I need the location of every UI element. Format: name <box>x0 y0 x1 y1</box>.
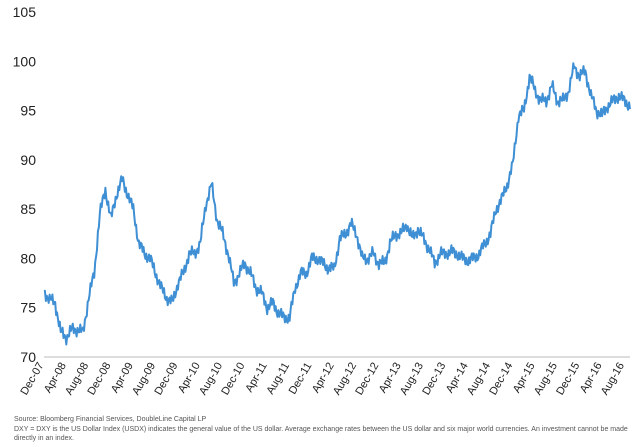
disclaimer-line-1: DXY = DXY is the US Dollar Index (USDX) … <box>14 426 628 433</box>
y-tick-label: 95 <box>20 103 36 119</box>
x-axis: Dec-07Apr-08Aug-08Dec-08Apr-09Aug-09Dec-… <box>18 356 630 398</box>
disclaimer-line-2: directly in an index. <box>14 435 74 442</box>
y-tick-label: 70 <box>20 349 36 365</box>
x-tick-label: Dec-07 <box>18 361 46 398</box>
series-line-dxy <box>43 62 631 346</box>
y-tick-label: 105 <box>13 4 37 20</box>
y-tick-label: 90 <box>20 152 36 168</box>
y-axis: 70 75 80 85 90 95 100 105 <box>13 4 37 365</box>
plot-area <box>43 62 631 346</box>
y-tick-label: 100 <box>13 53 37 69</box>
y-tick-label: 75 <box>20 300 36 316</box>
source-note: Source: Bloomberg Financial Services, Do… <box>14 416 207 423</box>
y-tick-label: 80 <box>20 250 36 266</box>
y-tick-label: 85 <box>20 201 36 217</box>
